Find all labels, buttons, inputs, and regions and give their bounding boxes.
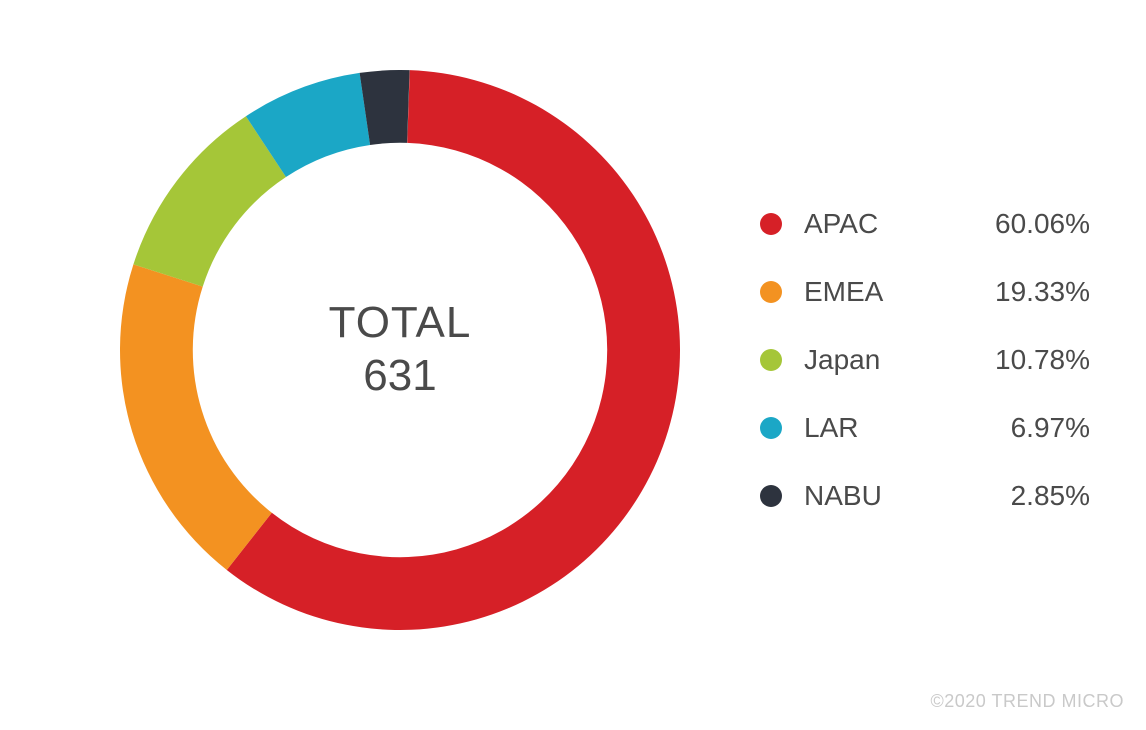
legend-label: NABU [804, 480, 944, 512]
copyright-text: ©2020 TREND MICRO [931, 691, 1124, 712]
donut-segment-emea [120, 264, 272, 570]
legend-value: 19.33% [944, 276, 1090, 308]
legend-label: EMEA [804, 276, 944, 308]
legend-row-nabu: NABU2.85% [760, 462, 1090, 530]
donut-chart: TOTAL 631 [120, 70, 680, 630]
legend-swatch-icon [760, 349, 782, 371]
chart-stage: TOTAL 631 APAC60.06%EMEA19.33%Japan10.78… [0, 0, 1146, 730]
legend-label: Japan [804, 344, 944, 376]
legend-row-japan: Japan10.78% [760, 326, 1090, 394]
legend-swatch-icon [760, 485, 782, 507]
legend: APAC60.06%EMEA19.33%Japan10.78%LAR6.97%N… [760, 190, 1090, 530]
legend-row-lar: LAR6.97% [760, 394, 1090, 462]
legend-swatch-icon [760, 213, 782, 235]
legend-label: LAR [804, 412, 944, 444]
donut-svg [120, 70, 680, 630]
legend-swatch-icon [760, 281, 782, 303]
legend-value: 10.78% [944, 344, 1090, 376]
legend-label: APAC [804, 208, 944, 240]
legend-swatch-icon [760, 417, 782, 439]
legend-value: 6.97% [944, 412, 1090, 444]
legend-row-apac: APAC60.06% [760, 190, 1090, 258]
legend-row-emea: EMEA19.33% [760, 258, 1090, 326]
legend-value: 2.85% [944, 480, 1090, 512]
legend-value: 60.06% [944, 208, 1090, 240]
